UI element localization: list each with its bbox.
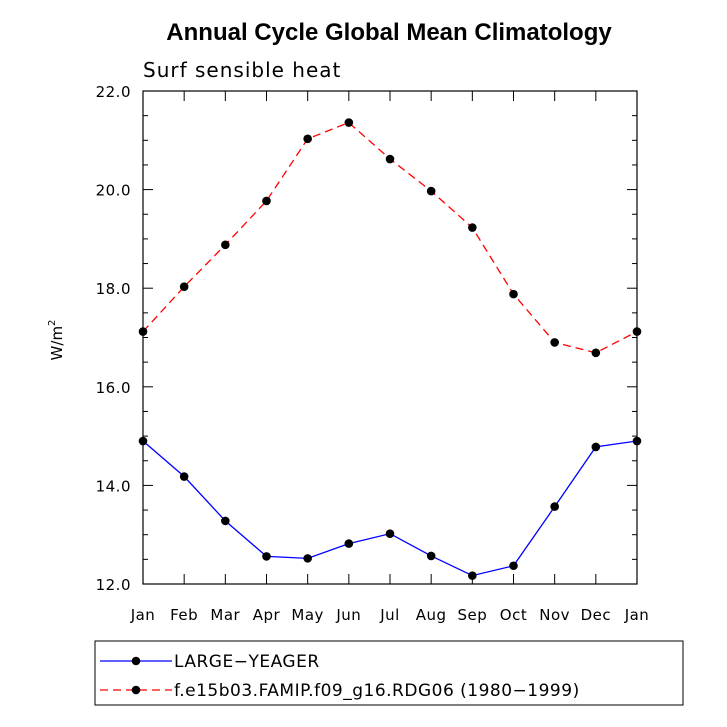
x-tick-label: Jun [335, 606, 361, 624]
series-2-point [509, 289, 518, 299]
x-tick-label: Jul [379, 606, 400, 624]
series-2-point [550, 338, 559, 347]
series-1-point [303, 554, 312, 563]
series-2-point [262, 196, 271, 206]
series-1-point [179, 472, 189, 481]
x-tick-label: Jan [130, 606, 156, 624]
series-1-point [138, 436, 148, 446]
series-2-point [632, 327, 642, 336]
plot-frame [142, 90, 638, 585]
legend: LARGE−YEAGER f.e15b03.FAMIP.f09_g16.RDG06… [94, 640, 684, 706]
series-1-point [221, 516, 230, 526]
legend-marker-1 [131, 656, 141, 666]
series-2-point [138, 327, 148, 336]
series-2-point [179, 282, 189, 292]
series-1-point [509, 561, 518, 571]
series-1-point [385, 529, 395, 539]
y-axis-label-superscript: 2 [47, 320, 58, 326]
y-tick-label: 12.0 [96, 576, 131, 594]
series-2-point [221, 240, 230, 250]
series-1-point [632, 436, 642, 446]
series-1-point [344, 539, 354, 548]
series-2-point [385, 154, 395, 164]
y-axis-label: W/m2 [47, 320, 66, 361]
series-2-point [468, 223, 477, 232]
y-tick-label: 14.0 [96, 477, 131, 495]
series-2-point [303, 134, 312, 144]
x-tick-label: Dec [581, 606, 612, 624]
x-tick-label: Mar [210, 606, 240, 624]
legend-label-2: f.e15b03.FAMIP.f09_g16.RDG06 (1980−1999) [174, 681, 580, 701]
x-tick-label: Jan [624, 606, 650, 624]
y-axis-label-text: W/m [48, 326, 66, 361]
x-tick-label: Aug [416, 606, 447, 624]
x-tick-label: Apr [253, 606, 281, 624]
y-tick-label: 22.0 [96, 83, 131, 101]
x-tick-label: Feb [170, 606, 198, 624]
legend-box [94, 640, 684, 706]
y-tick-label: 20.0 [96, 182, 131, 200]
series-line-1 [142, 440, 638, 577]
series-1-point [426, 551, 436, 561]
x-tick-label: Nov [539, 606, 570, 624]
chart-title: Annual Cycle Global Mean Climatology [166, 19, 612, 46]
series-2-point [344, 118, 354, 127]
series-1-point [262, 552, 271, 561]
x-tick-label: Sep [457, 606, 487, 624]
chart-subtitle: Surf sensible heat [143, 58, 341, 82]
x-tick-label: May [291, 606, 324, 624]
series-2-point [426, 186, 436, 196]
series-1-point [468, 571, 477, 580]
series-2-point [591, 348, 601, 358]
legend-marker-2 [131, 685, 141, 695]
y-tick-label: 16.0 [96, 379, 131, 397]
legend-label-1: LARGE−YEAGER [174, 652, 320, 672]
plot-area: 12.0 14.0 16.0 18.0 20.0 22.0 Jan Feb Mar Apr May J… [96, 83, 650, 624]
series-1-point [550, 502, 559, 511]
y-tick-label: 18.0 [96, 280, 131, 298]
x-tick-label: Oct [500, 606, 527, 624]
series-1-point [591, 442, 601, 452]
